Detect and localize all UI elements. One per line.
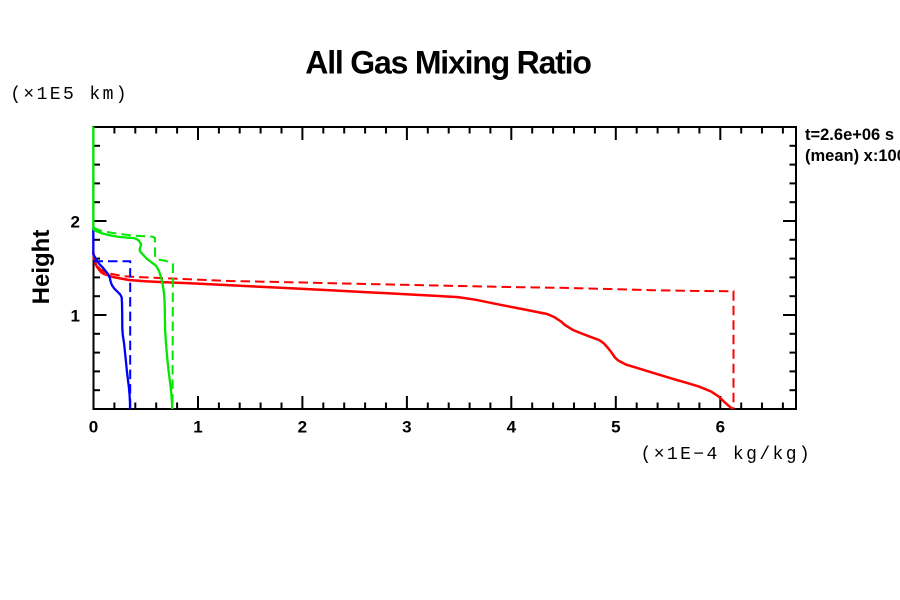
svg-text:2: 2 bbox=[298, 418, 307, 437]
svg-text:t=2.6e+06 s: t=2.6e+06 s bbox=[805, 126, 894, 144]
svg-text:(×1E5 km): (×1E5 km) bbox=[10, 85, 129, 105]
svg-text:6: 6 bbox=[716, 418, 725, 437]
svg-text:5: 5 bbox=[611, 418, 620, 437]
svg-text:0: 0 bbox=[89, 418, 98, 437]
svg-text:All Gas Mixing Ratio: All Gas Mixing Ratio bbox=[305, 44, 591, 80]
svg-text:2: 2 bbox=[71, 212, 80, 231]
svg-text:1: 1 bbox=[193, 418, 202, 437]
svg-text:Height: Height bbox=[28, 230, 55, 305]
svg-text:4: 4 bbox=[507, 418, 517, 437]
svg-text:(mean) x:1000: (mean) x:1000 bbox=[805, 147, 900, 165]
svg-text:3: 3 bbox=[402, 418, 411, 437]
svg-text:1: 1 bbox=[71, 306, 80, 325]
svg-text:(×1E−4 kg/kg): (×1E−4 kg/kg) bbox=[641, 445, 813, 465]
